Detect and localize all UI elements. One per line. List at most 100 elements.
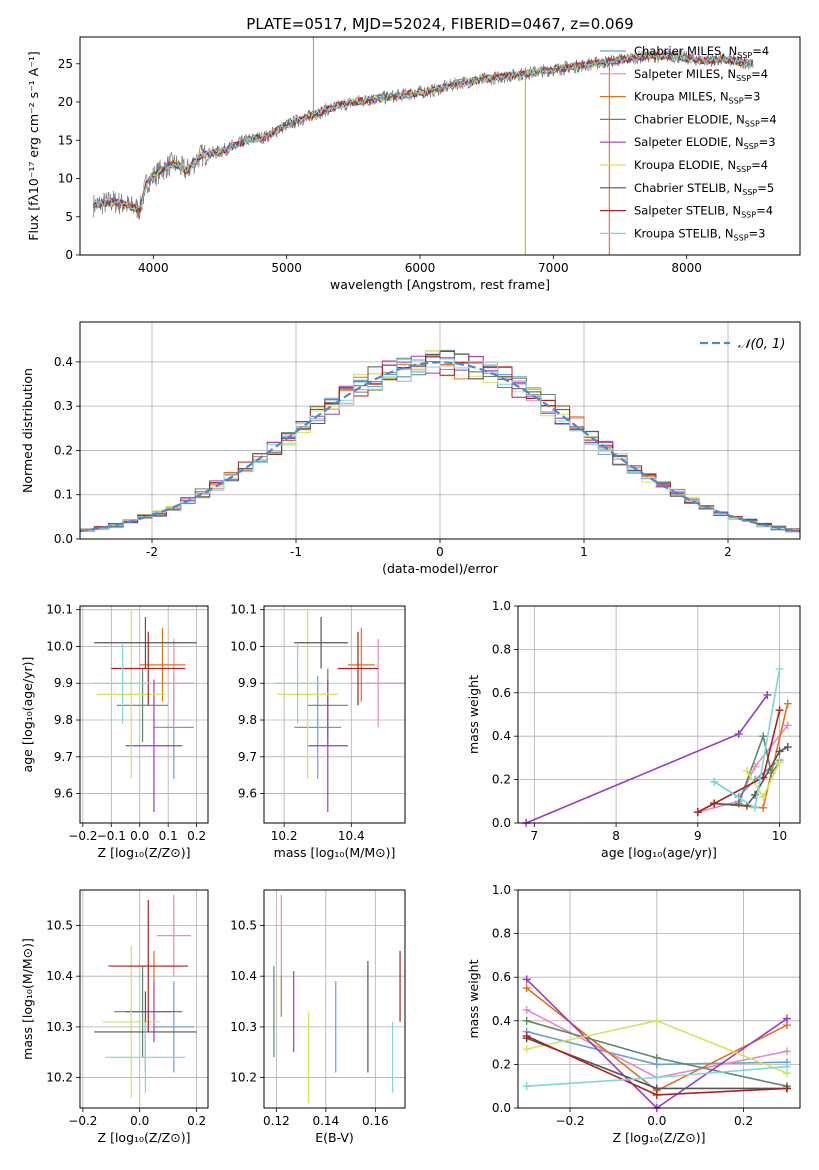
mass-vs-Z-ytick-label: 10.5 [46,918,73,932]
age-vs-Z-ytick-label: 10.0 [46,639,73,653]
mass-vs-Z-xtick-label: 0.2 [187,1114,206,1128]
legend-model-name: Kroupa MILES, N [634,90,729,104]
age-vs-Z-panel: −0.2 −0.1 0.0 0.1 0.2 9.6 9.7 9.8 9.9 10.0 10.1 Z [… [20,603,209,860]
legend-entry: Salpeter ELODIE, NSSP=3 [634,135,776,151]
residuals-xtick-label: 2 [724,545,732,559]
mass-weight-vs-age-xlabel: age [log₁₀(age/yr)] [601,845,717,860]
age-vs-Z-xtick-label: 0.1 [159,829,178,843]
mass-vs-Z-frame [79,889,209,1109]
weight-marker [522,984,531,993]
weight-marker [522,1045,531,1054]
residuals-frame [79,321,801,540]
weight-marker [522,1082,531,1091]
weight-marker [742,766,751,775]
legend-model-name: Chabrier STELIB, N [634,181,742,195]
residuals-ytick-label: 0.2 [54,443,73,457]
mass-vs-Z-ytick-label: 10.2 [46,1071,73,1085]
spectrum-ylabel: Flux [fλ10⁻¹⁷ erg cm⁻² s⁻¹ A⁻¹] [26,51,41,240]
spectrum-ytick-label: 10 [58,172,73,186]
spectrum-frame [79,36,801,256]
weight-line [737,733,781,804]
weight-marker [751,803,760,812]
weight-marker [782,1047,791,1056]
mass-vs-EBV-frame [263,889,406,1109]
weight-marker [522,1032,531,1041]
spectrum-ytick-label: 5 [65,210,73,224]
age-vs-Z-xtick-label: −0.2 [68,829,97,843]
mass-vs-EBV-xtick-label: 0.14 [312,1114,339,1128]
residuals-xtick-label: 1 [580,545,588,559]
legend-subscript: SSP [737,51,752,60]
legend-model-name: Kroupa ELODIE, N [634,158,736,172]
legend-entry: Chabrier MILES, NSSP=4 [634,44,769,60]
age-vs-mass-ytick-label: 9.6 [238,787,257,801]
weight-marker [652,1016,661,1025]
weight-marker [710,777,719,786]
mass-vs-Z-xlabel: Z [log₁₀(Z/Z⊙)] [98,1130,191,1145]
mass-vs-EBV-xtick-label: 0.16 [362,1114,389,1128]
age-vs-Z-frame [79,605,209,824]
mass-weight-vs-Z-xtick-label: 0.0 [647,1114,666,1128]
age-vs-mass-ytick-label: 10.1 [230,603,257,617]
age-vs-mass-xtick-label: 10.2 [271,829,298,843]
mass-vs-EBV-ytick-label: 10.2 [230,1071,257,1085]
legend-model-name: Kroupa STELIB, N [634,226,734,240]
spectrum-xtick-label: 6000 [405,261,436,275]
age-vs-mass-xtick-label: 10.4 [338,829,365,843]
spectrum-panel: 4000 5000 6000 7000 8000 0 5 10 15 20 25 wavelength… [26,36,801,292]
weight-marker [782,1084,791,1093]
residuals-panel: -2 -1 0 1 2 0.0 0.1 0.2 0.3 0.4 (data-model)/error… [20,321,801,576]
weight-line [697,703,789,813]
weight-marker [775,758,784,767]
weight-marker [710,799,719,808]
mass-weight-vs-Z-ytick-label: 1.0 [492,883,511,897]
spectrum-xtick-label: 5000 [271,261,302,275]
weight-marker [734,799,743,808]
age-vs-Z-ytick-label: 10.1 [46,603,73,617]
weight-marker [783,699,792,708]
age-vs-Z-xtick-label: −0.1 [97,829,126,843]
legend-nssp: =5 [757,181,774,195]
weight-line [697,710,781,813]
weight-marker [782,1014,791,1023]
legend-nssp: =3 [744,90,761,104]
weight-marker [775,664,784,673]
mass-weight-vs-Z-ytick-label: 0.0 [492,1101,511,1115]
mass-vs-EBV-panel: 0.12 0.14 0.16 10.2 10.3 10.4 10.5 E(B-V) [230,889,406,1145]
weight-marker [759,792,768,801]
legend-subscript: SSP [742,188,757,197]
weight-marker [522,1016,531,1025]
mass-weight-vs-age-ytick-label: 1.0 [492,599,511,613]
legend-nssp: =3 [759,135,776,149]
mass-vs-EBV-ytick-label: 10.5 [230,918,257,932]
legend-subscript: SSP [745,119,760,128]
mass-weight-vs-age-ytick-label: 0.2 [492,773,511,787]
mass-weight-vs-age-ytick-label: 0.0 [492,816,511,830]
legend-nssp: =4 [760,112,777,126]
legend-entry: Kroupa STELIB, NSSP=3 [634,226,765,242]
legend-model-name: Salpeter ELODIE, N [634,135,744,149]
age-vs-mass-xlabel: mass [log₁₀(M/M⊙)] [274,845,396,860]
mass-vs-EBV-ytick-label: 10.4 [230,969,257,983]
normal-legend-label: 𝒩(0, 1) [738,337,785,352]
age-vs-Z-ytick-label: 9.6 [54,787,73,801]
mass-weight-vs-Z-xtick-label: 0.2 [734,1114,753,1128]
spectrum-ytick-label: 0 [65,248,73,262]
mass-weight-vs-Z-ytick-label: 0.8 [492,927,511,941]
age-vs-mass-ytick-label: 9.8 [238,713,257,727]
age-vs-Z-xtick-label: 0.2 [187,829,206,843]
age-vs-mass-ytick-label: 9.9 [238,676,257,690]
legend-nssp: =4 [751,158,768,172]
spectrum-ytick-label: 15 [58,133,73,147]
weight-marker [763,690,772,699]
normal-curve [79,361,801,533]
legend-entry: Kroupa MILES, NSSP=3 [634,90,760,106]
residuals-xlabel: (data-model)/error [382,561,499,576]
mass-weight-vs-Z-ytick-label: 0.2 [492,1057,511,1071]
spectrum-xtick-label: 4000 [138,261,169,275]
legend-subscript: SSP [729,97,744,106]
weight-marker [783,743,792,752]
mass-weight-vs-Z-ytick-label: 0.6 [492,970,511,984]
age-vs-Z-ytick-label: 9.9 [54,676,73,690]
